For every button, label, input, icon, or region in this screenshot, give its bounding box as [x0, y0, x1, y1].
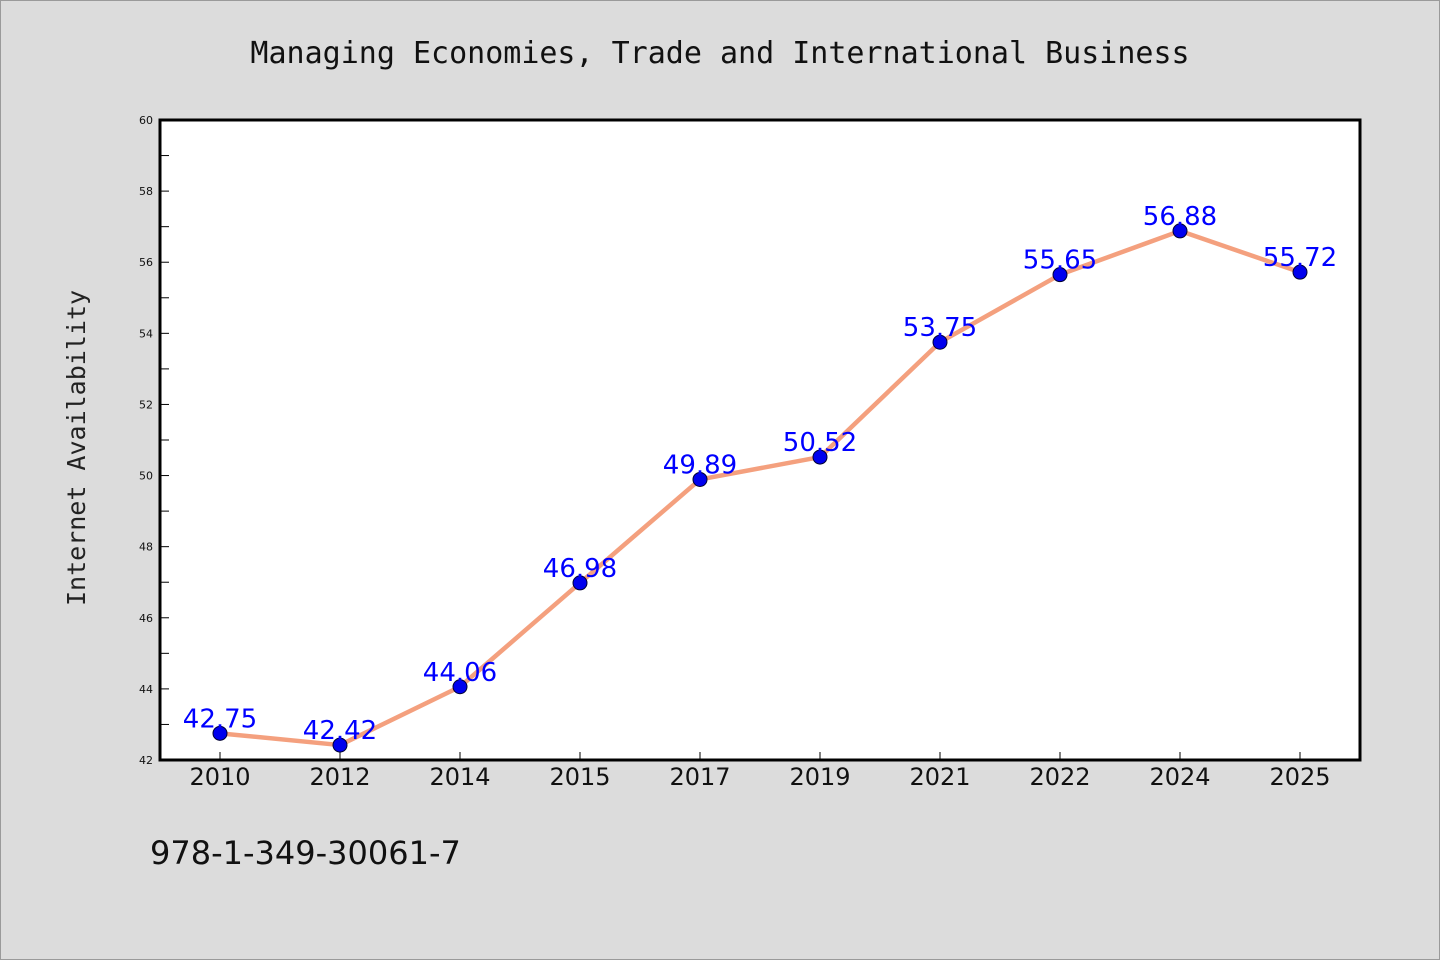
x-tick-label: 2012: [309, 763, 370, 791]
data-point: [212, 725, 228, 741]
y-axis-label: Internet Availability: [62, 290, 91, 606]
data-label: 56.88: [1143, 202, 1217, 232]
x-tick-label: 2017: [669, 763, 730, 791]
data-point: [932, 334, 948, 350]
data-label: 55.65: [1023, 246, 1097, 276]
x-tick-label: 2025: [1269, 763, 1330, 791]
footnote-isbn: 978-1-349-30061-7: [150, 834, 461, 872]
x-tick-label: 2014: [429, 763, 490, 791]
chart-title: Managing Economies, Trade and Internatio…: [250, 36, 1189, 71]
data-label: 42.75: [183, 704, 257, 734]
data-label: 42.42: [303, 716, 377, 746]
data-labels: 42.75 42.42 44.06 46.98 49.89 50.52 53.75 55.65…: [183, 202, 1337, 746]
data-label: 55.72: [1263, 243, 1337, 273]
y-tick-label: 50: [139, 470, 153, 483]
y-tick-label: 46: [139, 612, 153, 625]
data-point: [692, 471, 708, 487]
data-point: [812, 449, 828, 465]
data-label: 53.75: [903, 313, 977, 343]
series-line-group: [217, 228, 1303, 748]
x-tick-label: 2024: [1149, 763, 1210, 791]
data-point: [452, 679, 468, 695]
y-tick-label: 44: [139, 683, 153, 696]
x-tick-label: 2019: [789, 763, 850, 791]
data-label: 49.89: [663, 450, 737, 480]
data-point: [332, 737, 348, 753]
data-markers: [212, 223, 1308, 753]
x-axis-ticks: 2010 2012 2014 2015 2017 2019 2021 2022 2024 2025: [189, 752, 1331, 791]
data-point: [1172, 223, 1188, 239]
data-point: [1052, 267, 1068, 283]
data-point: [1292, 264, 1308, 280]
plot-frame: [158, 118, 1362, 762]
y-tick-label: 54: [139, 327, 153, 340]
y-tick-label: 48: [139, 541, 153, 554]
series-line: [217, 228, 1303, 748]
data-point: [572, 575, 588, 591]
y-axis-ticks: 42 44 46 48 50 52 54 56 58 60: [139, 114, 169, 767]
y-tick-label: 52: [139, 398, 153, 411]
data-label: 50.52: [783, 428, 857, 458]
x-tick-label: 2021: [909, 763, 970, 791]
y-tick-label: 56: [139, 256, 153, 269]
x-tick-label: 2015: [549, 763, 610, 791]
data-label: 44.06: [423, 658, 497, 688]
x-tick-label: 2022: [1029, 763, 1090, 791]
y-tick-label: 60: [139, 114, 153, 127]
y-tick-label: 58: [139, 185, 153, 198]
plot-area: [160, 120, 1360, 760]
y-tick-label: 42: [139, 754, 153, 767]
data-label: 46.98: [543, 554, 617, 584]
x-tick-label: 2010: [189, 763, 250, 791]
